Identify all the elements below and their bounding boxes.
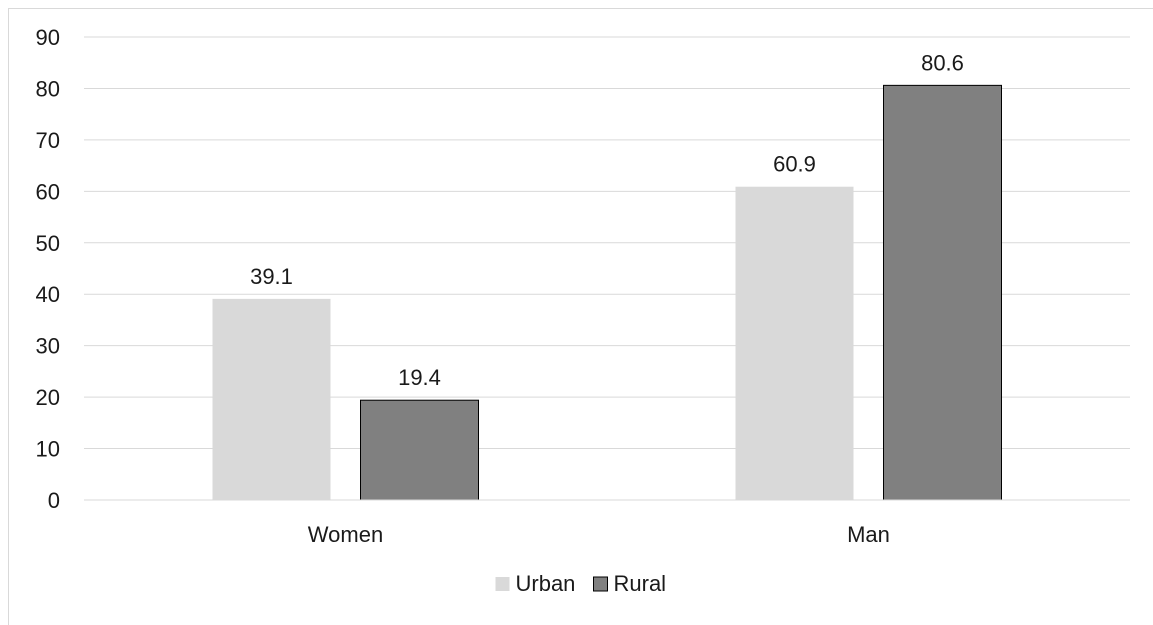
y-tick-label: 10	[36, 437, 60, 462]
y-tick-label: 80	[36, 76, 60, 101]
bar-urban-man	[735, 186, 854, 500]
legend-label-rural: Rural	[614, 571, 667, 596]
y-tick-label: 50	[36, 231, 60, 256]
legend-label-urban: Urban	[516, 571, 576, 596]
data-label: 39.1	[250, 264, 293, 289]
y-tick-label: 60	[36, 179, 60, 204]
x-tick-label: Man	[847, 522, 890, 547]
y-tick-label: 90	[36, 25, 60, 50]
x-axis: Women Man	[84, 499, 1130, 547]
data-label: 19.4	[398, 365, 441, 390]
y-tick-label: 0	[48, 488, 60, 513]
data-label: 60.9	[773, 152, 816, 177]
y-tick-label: 20	[36, 385, 60, 410]
legend-swatch-urban	[495, 577, 510, 591]
x-tick-label: Women	[308, 522, 383, 547]
data-labels: 39.1 19.4 60.9 80.6	[250, 50, 964, 390]
bar-rural-man	[883, 84, 1002, 501]
legend: Urban Rural	[495, 571, 667, 596]
data-label: 80.6	[921, 50, 964, 75]
chart-frame	[8, 8, 1153, 625]
y-axis: 0 10 20 30 40 50 60 70 80 90	[36, 25, 60, 513]
bar-urban-women	[212, 298, 331, 500]
bar-rural-women	[360, 399, 479, 501]
legend-swatch-rural	[593, 576, 608, 592]
y-tick-label: 30	[36, 334, 60, 359]
y-tick-label: 40	[36, 282, 60, 307]
bars	[212, 84, 1002, 501]
y-tick-label: 70	[36, 128, 60, 153]
